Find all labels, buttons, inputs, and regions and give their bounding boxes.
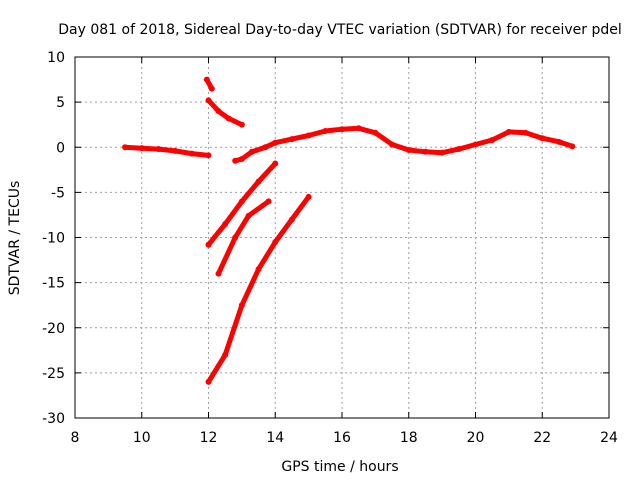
data-point xyxy=(188,150,195,157)
data-point xyxy=(238,155,245,162)
x-tick-label: 14 xyxy=(266,430,284,446)
y-tick-label: -30 xyxy=(42,411,65,427)
series-arc-rising-main xyxy=(232,125,575,164)
x-tick-label: 16 xyxy=(333,430,351,446)
data-point xyxy=(205,97,212,104)
data-point xyxy=(222,220,229,227)
data-point xyxy=(238,198,245,205)
data-point xyxy=(455,146,462,153)
x-tick-label: 22 xyxy=(533,430,551,446)
x-tick-label: 24 xyxy=(600,430,618,446)
data-point xyxy=(555,138,562,145)
data-point xyxy=(489,137,496,144)
data-point xyxy=(155,146,162,153)
data-point xyxy=(232,234,239,241)
data-point xyxy=(255,178,262,185)
data-point xyxy=(238,302,245,309)
data-point xyxy=(355,125,362,132)
x-tick-label: 8 xyxy=(71,430,80,446)
data-point xyxy=(138,145,145,152)
data-point xyxy=(272,239,279,246)
data-point xyxy=(205,152,212,159)
data-point xyxy=(215,108,222,115)
data-point xyxy=(225,115,232,122)
series-layer xyxy=(122,76,576,385)
x-tick-label: 18 xyxy=(400,430,418,446)
data-point xyxy=(472,141,479,148)
data-point xyxy=(205,378,212,385)
data-point xyxy=(272,139,279,146)
data-point xyxy=(238,121,245,128)
x-tick-label: 12 xyxy=(200,430,218,446)
data-point xyxy=(255,266,262,273)
series-arc-early-flat xyxy=(122,144,211,158)
data-point xyxy=(272,160,279,167)
y-tick-label: 0 xyxy=(56,140,65,156)
y-tick-label: -10 xyxy=(42,231,65,247)
data-point xyxy=(172,147,179,154)
data-point xyxy=(569,143,576,150)
data-point xyxy=(372,129,379,136)
y-tick-label: -20 xyxy=(42,321,65,337)
data-point xyxy=(265,198,272,205)
y-tick-label: -5 xyxy=(51,185,65,201)
data-point xyxy=(222,351,229,358)
y-tick-label: -25 xyxy=(42,366,65,382)
data-point xyxy=(262,144,269,151)
x-tick-label: 10 xyxy=(133,430,151,446)
data-point xyxy=(288,216,295,223)
data-point xyxy=(439,149,446,156)
data-point xyxy=(389,141,396,148)
data-point xyxy=(522,129,529,136)
x-axis-label: GPS time / hours xyxy=(281,459,398,475)
data-point xyxy=(288,136,295,143)
series-arc-descending-2 xyxy=(206,97,245,128)
data-point xyxy=(122,144,129,151)
data-point xyxy=(208,85,215,92)
data-point xyxy=(322,128,329,135)
y-tick-label: 5 xyxy=(56,95,65,111)
grid-lines xyxy=(75,57,609,418)
data-point xyxy=(422,148,429,155)
data-point xyxy=(215,270,222,277)
data-point xyxy=(232,157,239,164)
data-point xyxy=(539,135,546,142)
y-axis-label: SDTVAR / TECUs xyxy=(7,181,23,296)
y-tick-label: -15 xyxy=(42,276,65,292)
series-arc-rising-b xyxy=(216,198,272,277)
data-point xyxy=(305,132,312,139)
data-point xyxy=(245,212,252,219)
data-point xyxy=(248,148,255,155)
data-point xyxy=(505,128,512,135)
axis-ticks: 8 10 12 14 16 18 20 22 24 -30 -25 -20 -15 -10 -5 0 5 10 xyxy=(42,50,618,446)
data-point xyxy=(305,193,312,200)
y-tick-label: 10 xyxy=(47,50,65,66)
chart-title: Day 081 of 2018, Sidereal Day-to-day VTE… xyxy=(58,22,622,38)
data-point xyxy=(203,76,210,83)
x-tick-label: 20 xyxy=(467,430,485,446)
data-point xyxy=(205,241,212,248)
data-point xyxy=(405,146,412,153)
data-point xyxy=(339,126,345,133)
